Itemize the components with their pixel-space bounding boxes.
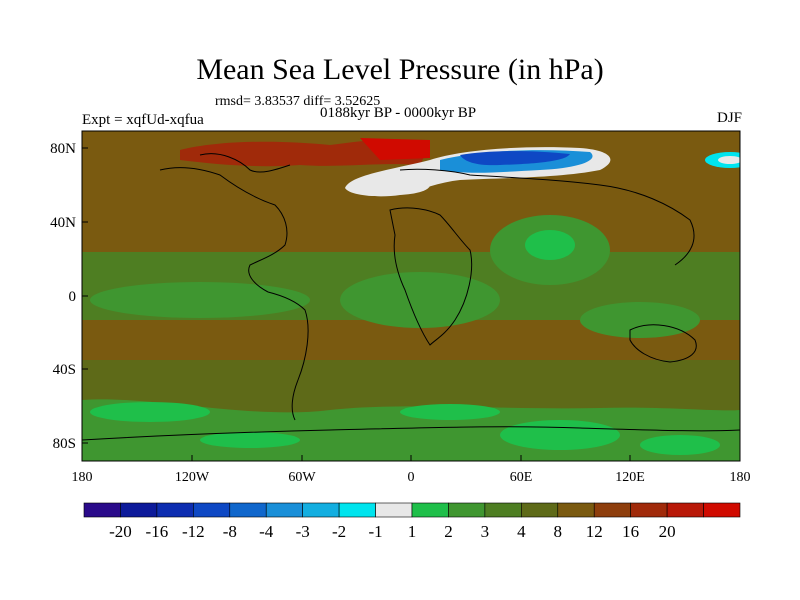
colorbar-label: -16: [146, 522, 169, 541]
field-patch-indopacific: [580, 302, 700, 338]
coast-arctic-islands: [199, 153, 291, 173]
lat-tick-label: 80S: [53, 436, 76, 452]
colorbar-label: 12: [586, 522, 603, 541]
colorbar: -20 -16 -12 -8 -4 -3 -2 -1 1 2 3 4 8 12 16 20: [83, 502, 741, 541]
colorbar-label: -20: [109, 522, 132, 541]
field-arctic-peak: [360, 138, 430, 160]
coast-eurasia: [399, 168, 695, 266]
field-patch-south-3: [500, 420, 620, 450]
colorbar-label: 8: [554, 522, 563, 541]
lat-tick-label: 40S: [53, 362, 76, 378]
field-patch-africa: [340, 272, 500, 328]
colorbar-label: 3: [481, 522, 490, 541]
colorbar-swatch: [484, 502, 522, 518]
colorbar-label: -3: [296, 522, 310, 541]
experiment-label: Expt = xqfUd-xqfua: [82, 112, 204, 128]
rmsd-diff-stats: rmsd= 3.83537 diff= 3.52625: [215, 94, 381, 109]
colorbar-label: 4: [517, 522, 526, 541]
colorbar-label: -2: [332, 522, 346, 541]
field-zone-subtropic-n: [82, 230, 740, 252]
colorbar-label: -4: [259, 522, 274, 541]
colorbar-swatch: [375, 502, 413, 518]
colorbar-swatch: [411, 502, 449, 518]
field-patch-pacific: [90, 282, 310, 318]
colorbar-swatch: [120, 502, 158, 518]
coast-antarctica: [82, 426, 740, 441]
lon-tick-label: 60W: [288, 470, 316, 485]
colorbar-label: -1: [368, 522, 382, 541]
lat-tick-label: 0: [69, 289, 77, 305]
colorbar-swatch: [521, 502, 559, 518]
period-label: 0188kyr BP - 0000kyr BP: [320, 105, 477, 121]
colorbar-swatch: [229, 502, 267, 518]
coastlines: [82, 153, 740, 441]
field-siberia-core: [460, 151, 570, 166]
field-patch-south-2: [400, 404, 500, 420]
colorbar-label: 2: [444, 522, 453, 541]
season-label: DJF: [716, 110, 742, 126]
lon-tick-label: 120W: [175, 470, 210, 485]
coast-africa: [389, 207, 473, 346]
colorbar-swatch: [193, 502, 231, 518]
field-patch-asia-core: [525, 230, 575, 260]
colorbar-swatch: [666, 502, 704, 518]
lat-tick-label: 40N: [50, 215, 76, 231]
colorbar-swatch: [156, 502, 194, 518]
plot-title: Mean Sea Level Pressure (in hPa): [196, 53, 604, 86]
colorbar-label: -12: [182, 522, 205, 541]
lon-tick-label: 180: [72, 470, 93, 485]
lat-tick-label: 80N: [50, 141, 76, 157]
coast-south-america: [267, 291, 309, 421]
colorbar-label: -8: [223, 522, 237, 541]
colorbar-swatch: [630, 502, 668, 518]
colorbar-swatch: [448, 502, 486, 518]
lat-axis: 80N 40N 0 40S 80S: [50, 141, 88, 452]
lon-tick-label: 120E: [615, 470, 645, 485]
colorbar-label: 16: [622, 522, 639, 541]
lon-tick-label: 0: [408, 470, 415, 485]
field-patch-south-1: [90, 402, 210, 422]
lon-tick-label: 180: [730, 470, 751, 485]
pressure-field: [82, 131, 740, 461]
field-patch-south-5: [200, 432, 300, 448]
colorbar-swatch: [703, 502, 741, 518]
field-pacific-arctic-core: [718, 156, 740, 164]
field-scandinavia-neutral: [360, 175, 430, 195]
field-patch-south-4: [640, 435, 720, 455]
colorbar-swatch: [593, 502, 631, 518]
colorbar-swatch: [83, 502, 121, 518]
lon-tick-label: 60E: [510, 470, 533, 485]
coast-australia: [629, 324, 697, 363]
colorbar-swatch: [338, 502, 376, 518]
coast-north-america: [159, 167, 288, 293]
colorbar-label: 1: [408, 522, 417, 541]
colorbar-swatch: [265, 502, 303, 518]
colorbar-label: 20: [659, 522, 676, 541]
colorbar-swatch: [302, 502, 340, 518]
colorbar-swatch: [557, 502, 595, 518]
lon-axis: 180 120W 60W 0 60E 120E 180: [72, 455, 751, 485]
